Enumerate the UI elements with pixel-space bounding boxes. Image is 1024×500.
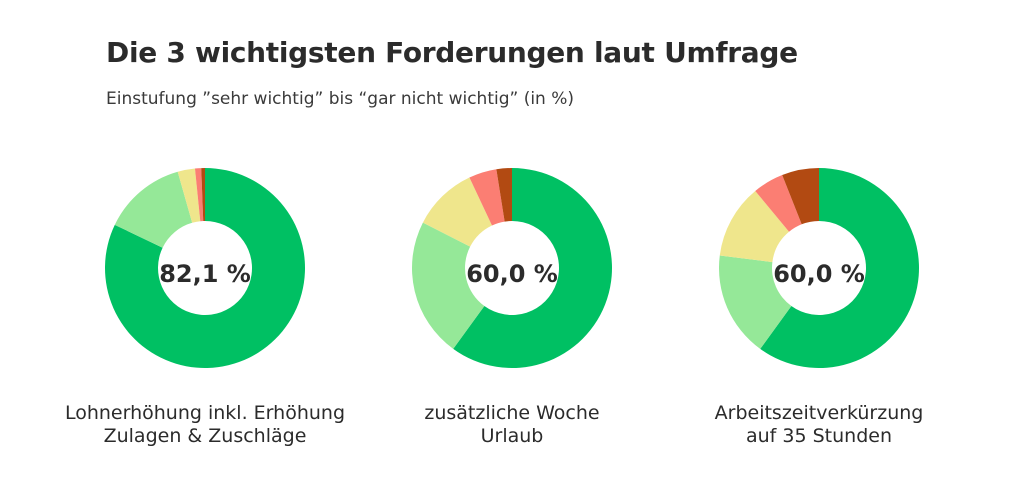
donut-slice-weniger-wichtig (469, 169, 505, 226)
center-value-label: 60,0 % (466, 260, 558, 288)
donut-chart-svg (719, 168, 919, 368)
chart-caption: Arbeitszeitverkürzung auf 35 Stunden (669, 402, 969, 448)
donut-slice-weniger-wichtig (755, 175, 802, 232)
donut-chart-urlaub: 60,0 % zusätzliche Woche Urlaub (412, 168, 672, 458)
donut-slice-wichtig (412, 222, 485, 349)
chart-subtitle: Einstufung ”sehr wichtig” bis “gar nicht… (106, 89, 575, 109)
donut-slice-wichtig (114, 171, 193, 248)
donut-slice-teils-teils (177, 168, 201, 223)
caption-line-1: zusätzliche Woche (424, 402, 600, 424)
caption-line-2: Urlaub (480, 425, 544, 447)
donut-slice-sehr-wichtig (105, 168, 305, 368)
donut-slice-gar-nicht-wichtig (201, 168, 205, 222)
donut-slice-teils-teils (422, 177, 492, 247)
caption-line-1: Arbeitszeitverkürzung (714, 402, 924, 424)
donut-slice-weniger-wichtig (194, 168, 204, 222)
donut-slice-gar-nicht-wichtig (496, 168, 512, 222)
caption-line-1: Lohnerhöhung inkl. Erhöhung (64, 402, 346, 424)
donut-chart-svg (412, 168, 612, 368)
donut-slice-sehr-wichtig (760, 168, 919, 368)
chart-caption: Lohnerhöhung inkl. Erhöhung Zulagen & Zu… (55, 402, 355, 448)
donut-slice-wichtig (719, 255, 792, 349)
donut-chart-lohnerhoehung: 82,1 % Lohnerhöhung inkl. Erhöhung Zulag… (65, 168, 365, 458)
caption-line-2: auf 35 Stunden (745, 425, 893, 447)
donut-chart-arbeitszeit: 60,0 % Arbeitszeitverkürzung auf 35 Stun… (715, 168, 979, 458)
center-value-label: 60,0 % (773, 260, 865, 288)
donut-chart-svg (105, 168, 305, 368)
donut-slice-sehr-wichtig (453, 168, 612, 368)
caption-line-2: Zulagen & Zuschläge (103, 425, 307, 447)
chart-caption: zusätzliche Woche Urlaub (362, 402, 662, 448)
donut-slice-teils-teils (719, 190, 790, 263)
chart-title: Die 3 wichtigsten Forderungen laut Umfra… (106, 36, 798, 69)
center-value-label: 82,1 % (159, 260, 251, 288)
donut-slice-gar-nicht-wichtig (782, 168, 819, 225)
